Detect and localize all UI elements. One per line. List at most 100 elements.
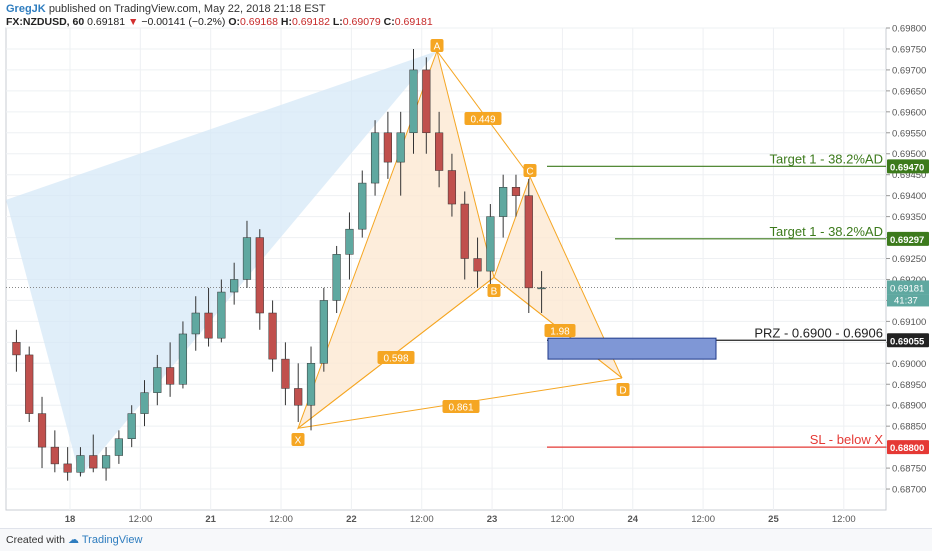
footer-bar: Created with ☁ TradingView <box>0 528 932 551</box>
pattern-leg-blue <box>6 51 437 477</box>
y-tick-label: 0.69450 <box>892 170 926 181</box>
level-tag-box <box>887 159 929 174</box>
candle-body <box>204 312 213 339</box>
candle-body <box>537 287 546 290</box>
last-price: 0.69181 <box>87 16 126 28</box>
symbol-info: FX:NZDUSD, 60 0.69181 ▼ −0.00141 (−0.2%)… <box>6 16 433 28</box>
x-tick-label: 24 <box>627 514 638 525</box>
candle-body <box>511 187 521 196</box>
candle-body <box>473 258 482 272</box>
ratio-xd: 0.861 <box>448 403 473 414</box>
candle-body <box>166 367 175 385</box>
level-tag-box <box>887 333 929 348</box>
x-tick-label: 25 <box>768 514 779 525</box>
y-tick-label: 0.69700 <box>892 65 926 76</box>
candle-body <box>486 216 495 272</box>
level-label: SL - below X <box>810 432 884 447</box>
y-tick-label: 0.69000 <box>892 359 926 370</box>
x-tick-label: 12:00 <box>832 514 856 525</box>
candle-body <box>281 358 290 389</box>
point-d: D <box>619 386 626 397</box>
countdown-box <box>887 294 929 307</box>
candle-body <box>25 354 34 414</box>
close-label: C: <box>383 16 395 28</box>
candle-body <box>383 132 392 163</box>
candle-body <box>101 455 111 469</box>
candle-body <box>191 312 200 335</box>
open-label: O: <box>228 16 240 28</box>
candle-body <box>230 279 239 293</box>
author-link[interactable]: GregJK <box>6 3 46 15</box>
candle-body <box>524 195 533 289</box>
x-tick-label: 12:00 <box>691 514 715 525</box>
x-tick-label: 18 <box>65 514 76 525</box>
level-label: PRZ - 0.6900 - 0.6906 <box>754 325 883 340</box>
high-value: 0.69182 <box>291 16 330 28</box>
candle-body <box>217 291 226 339</box>
ratio-xd-box <box>442 400 480 413</box>
low-label: L: <box>332 16 343 28</box>
candle-body <box>114 438 123 456</box>
level-tag: 0.69297 <box>890 235 924 246</box>
candle-body <box>294 388 303 406</box>
brand-name: TradingView <box>81 534 143 546</box>
point-a-box <box>430 39 444 52</box>
prz-zone <box>547 337 717 360</box>
candle-body <box>460 203 469 259</box>
x-tick-label: 12:00 <box>128 514 152 525</box>
candle-body <box>12 342 21 356</box>
point-x: X <box>295 436 302 447</box>
candle-body <box>268 312 277 360</box>
ratio-xb-box <box>377 351 415 364</box>
candle-body <box>358 182 367 230</box>
candle-body <box>76 455 85 473</box>
point-x-box <box>291 433 305 446</box>
point-c-box <box>523 164 537 177</box>
y-tick-label: 0.69250 <box>892 254 926 265</box>
candle-body <box>409 69 418 134</box>
y-tick-label: 0.68850 <box>892 422 926 433</box>
ratio-ac: 0.449 <box>470 115 495 126</box>
y-tick-label: 0.69400 <box>892 191 926 202</box>
x-tick-label: 23 <box>487 514 498 525</box>
y-tick-label: 0.69350 <box>892 212 926 223</box>
candle-body <box>319 300 328 364</box>
candle-body <box>89 455 98 469</box>
candle-body <box>63 463 72 473</box>
x-tick-label: 12:00 <box>410 514 434 525</box>
y-tick-label: 0.68750 <box>892 464 926 475</box>
ratio-ac-box <box>464 112 502 125</box>
last-price-tag: 0.69181 <box>890 283 924 294</box>
level-tag-box <box>887 440 929 455</box>
point-c: C <box>526 167 533 178</box>
open-value: 0.69168 <box>239 16 278 28</box>
point-a: A <box>434 42 441 53</box>
y-tick-label: 0.69600 <box>892 107 926 118</box>
level-tag-box <box>887 231 929 246</box>
y-tick-label: 0.69550 <box>892 128 926 139</box>
candle-body <box>255 237 264 314</box>
price-change: −0.00141 (−0.2%) <box>141 16 226 28</box>
ratio-bd: 1.98 <box>550 327 570 338</box>
candle-body <box>332 254 341 301</box>
x-tick-label: 22 <box>346 514 357 525</box>
candle-body <box>153 367 162 393</box>
level-tag: 0.68800 <box>890 443 924 454</box>
x-tick-label: 12:00 <box>269 514 293 525</box>
candle-body <box>127 413 136 439</box>
low-value: 0.69079 <box>342 16 381 28</box>
candle-body <box>370 132 380 184</box>
close-value: 0.69181 <box>394 16 433 28</box>
tradingview-logo[interactable]: ☁ TradingView <box>68 534 143 546</box>
level-label: Target 1 - 38.2%AD <box>770 151 883 166</box>
level-tag: 0.69055 <box>890 336 925 347</box>
candle-body <box>447 170 457 205</box>
y-tick-label: 0.69500 <box>892 149 926 160</box>
countdown-tag: 41:37 <box>894 295 918 306</box>
y-tick-label: 0.68900 <box>892 401 926 412</box>
price-chart[interactable]: 0.69800 0.69750 0.69700 0.69650 0.69600 0.695… <box>0 0 932 528</box>
candle-body <box>435 132 444 171</box>
symbol-label: FX:NZDUSD, 60 <box>6 16 85 28</box>
candle-body <box>178 333 188 385</box>
candle-body <box>242 237 252 280</box>
